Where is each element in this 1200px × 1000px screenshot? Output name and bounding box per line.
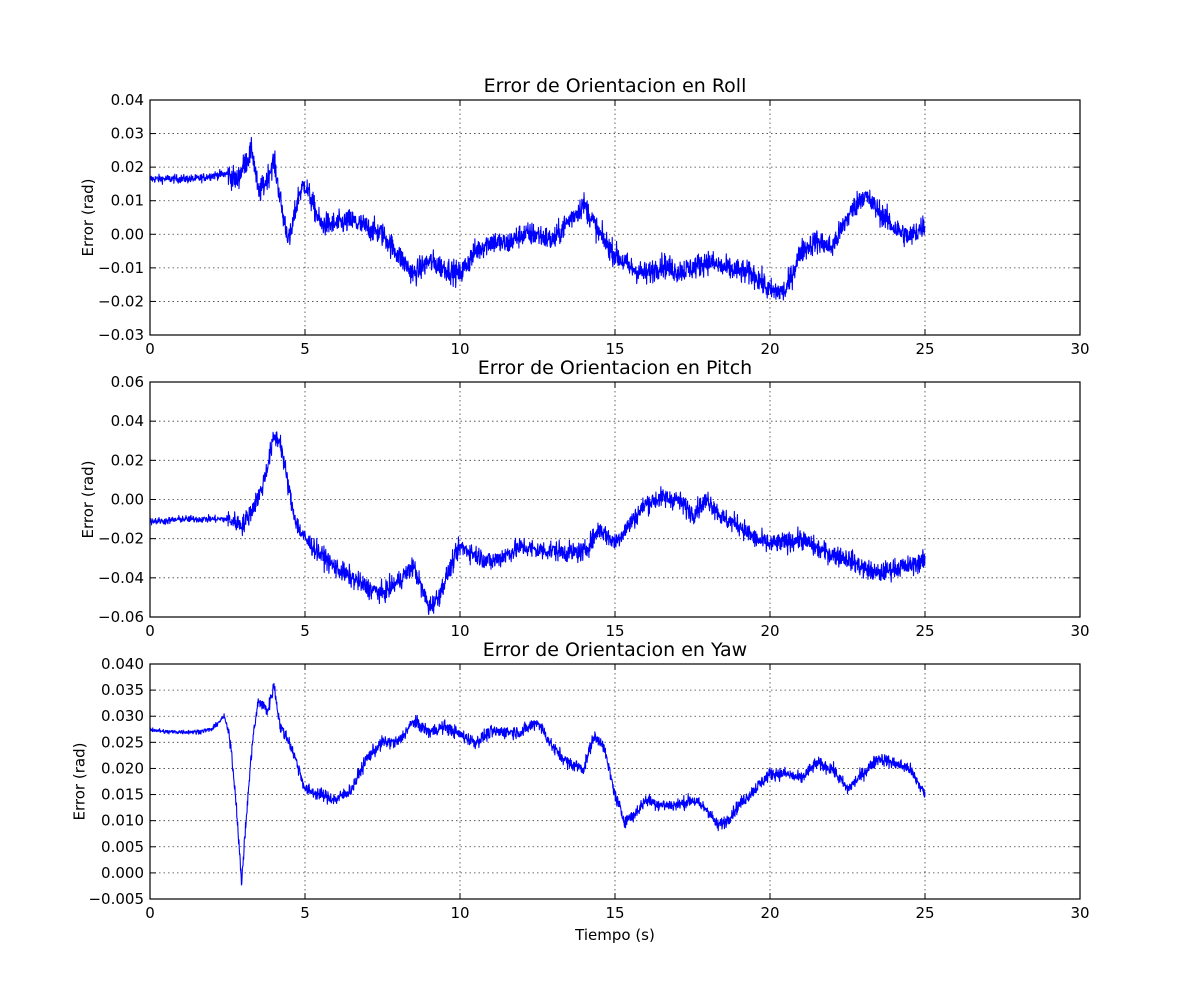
x-tick-label: 30 <box>1070 622 1089 640</box>
chart-title: Error de Orientacion en Roll <box>484 75 747 97</box>
y-axis-label: Error (rad) <box>79 179 97 257</box>
x-tick-label: 20 <box>760 340 779 358</box>
y-tick-label: 0.04 <box>111 91 144 109</box>
x-tick-label: 10 <box>450 904 469 922</box>
y-axis-label: Error (rad) <box>70 743 88 821</box>
x-tick-label: 30 <box>1070 340 1089 358</box>
x-tick-label: 10 <box>450 340 469 358</box>
y-tick-label: −0.03 <box>98 326 144 344</box>
y-tick-label: −0.005 <box>88 890 144 908</box>
y-tick-label: −0.04 <box>98 569 144 587</box>
x-tick-label: 30 <box>1070 904 1089 922</box>
y-tick-label: 0.025 <box>101 733 144 751</box>
y-tick-label: 0.030 <box>101 707 144 725</box>
x-tick-label: 0 <box>145 340 155 358</box>
y-tick-label: 0.03 <box>111 125 144 143</box>
x-tick-label: 15 <box>605 622 624 640</box>
x-tick-label: 25 <box>915 904 934 922</box>
chart-title: Error de Orientacion en Yaw <box>483 639 747 661</box>
x-tick-label: 15 <box>605 340 624 358</box>
y-axis-label: Error (rad) <box>79 461 97 539</box>
y-tick-label: −0.02 <box>98 530 144 548</box>
y-tick-label: 0.035 <box>101 681 144 699</box>
y-tick-label: 0.020 <box>101 759 144 777</box>
y-tick-label: −0.01 <box>98 259 144 277</box>
y-tick-label: −0.06 <box>98 608 144 626</box>
x-tick-label: 5 <box>300 340 310 358</box>
x-tick-label: 0 <box>145 622 155 640</box>
series-line <box>149 682 926 886</box>
x-tick-label: 20 <box>760 904 779 922</box>
x-tick-label: 25 <box>915 622 934 640</box>
y-tick-label: 0.02 <box>111 158 144 176</box>
x-tick-label: 5 <box>300 904 310 922</box>
y-tick-label: 0.040 <box>101 655 144 673</box>
x-tick-label: 0 <box>145 904 155 922</box>
subplot-2: 0 5 10 15 20 25 30 −0.06 −0.04 −0.02 0.00 0.02 0.04 0… <box>79 357 1090 640</box>
y-tick-label: 0.04 <box>111 412 144 430</box>
subplot-1: 0 5 10 15 20 25 30 −0.03 −0.02 −0.01 0.00 0.01 0.02 0… <box>79 75 1090 358</box>
y-tick-label: 0.02 <box>111 451 144 469</box>
y-tick-label: −0.02 <box>98 292 144 310</box>
y-tick-label: 0.00 <box>111 491 144 509</box>
x-axis-label: Tiempo (s) <box>574 926 655 944</box>
x-tick-label: 25 <box>915 340 934 358</box>
x-tick-label: 5 <box>300 622 310 640</box>
series-line <box>149 431 926 616</box>
y-tick-label: 0.005 <box>101 838 144 856</box>
y-tick-label: 0.015 <box>101 786 144 804</box>
y-tick-label: 0.010 <box>101 812 144 830</box>
y-tick-label: 0.000 <box>101 864 144 882</box>
x-tick-label: 20 <box>760 622 779 640</box>
subplot-3: 0 5 10 15 20 25 30 −0.005 0.000 0.005 0.010 0.015 0.… <box>70 639 1089 944</box>
chart-title: Error de Orientacion en Pitch <box>478 357 752 379</box>
x-tick-label: 15 <box>605 904 624 922</box>
y-tick-label: 0.00 <box>111 225 144 243</box>
y-tick-label: 0.06 <box>111 373 144 391</box>
y-tick-label: 0.01 <box>111 192 144 210</box>
series-line <box>149 136 926 301</box>
x-tick-label: 10 <box>450 622 469 640</box>
